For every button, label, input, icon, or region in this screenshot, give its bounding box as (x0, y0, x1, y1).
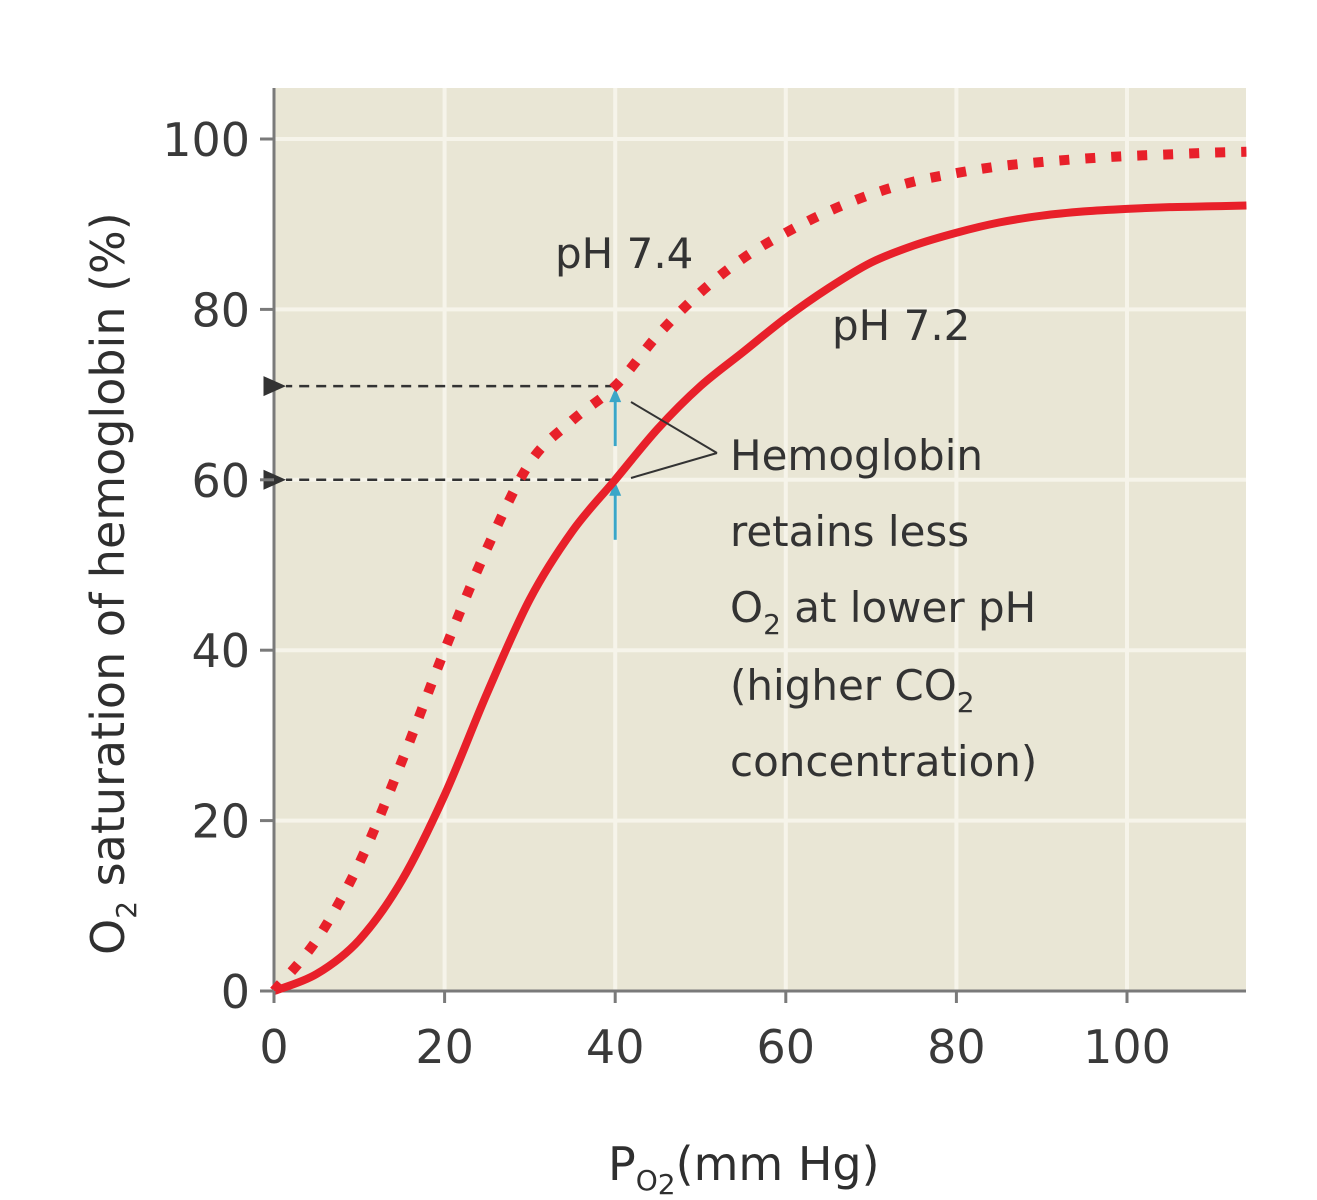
annotation-line-4: (higher CO2 (730, 661, 975, 719)
y-axis-title-sub: 2 (110, 901, 143, 919)
annotation-pointers (630, 401, 718, 479)
plot-background (274, 88, 1246, 991)
x-axis-title-sub2: 2 (658, 1168, 676, 1200)
x-tick-label-1: 20 (415, 1020, 474, 1074)
annotation-line-5: concentration) (730, 737, 1037, 786)
annotation-line-2: retains less (730, 507, 969, 556)
annotation-line-3-a: O (730, 583, 763, 632)
x-tick-label-4: 80 (927, 1020, 986, 1074)
y-tick-label-2: 40 (191, 624, 250, 678)
series-label-ph74: pH 7.4 (555, 229, 693, 278)
x-axis-title-main: P (608, 1137, 636, 1191)
y-tick-label-0: 0 (221, 965, 250, 1019)
pointer-lower (630, 452, 718, 479)
y-tick-label-3: 60 (191, 454, 250, 508)
shift-arrow-head-0 (609, 388, 622, 403)
tick-labels: 0 20 40 60 80 100 0 20 40 60 80 100 (162, 113, 1171, 1074)
reference-lines (263, 376, 622, 540)
y-tick-label-4: 80 (191, 283, 250, 337)
x-tick-label-0: 0 (259, 1020, 288, 1074)
x-tick-label-2: 40 (586, 1020, 645, 1074)
x-tick-label-3: 60 (757, 1020, 816, 1074)
annotation-line-1: Hemoglobin (730, 431, 983, 480)
annotation-line-3-b: at lower pH (781, 583, 1036, 632)
axes (272, 88, 1246, 993)
annotation-line-3: O2 at lower pH (730, 583, 1036, 641)
curves (270, 146, 1247, 995)
shift-arrow-head-1 (609, 481, 622, 496)
y-axis-title: O2 saturation of hemoglobin (%) (81, 212, 143, 955)
x-tick-label-5: 100 (1083, 1020, 1171, 1074)
series-label-ph72: pH 7.2 (832, 301, 970, 350)
x-axis-title-rest: (mm Hg) (676, 1137, 880, 1191)
pointer-upper (630, 401, 718, 454)
y-tick-label-1: 20 (191, 795, 250, 849)
annotation-line-4-a: (higher CO (730, 661, 957, 710)
x-axis-title-sub: O (636, 1164, 658, 1197)
series-line-ph72 (272, 201, 1247, 995)
annotation-line-4-sub: 2 (957, 686, 975, 719)
x-axis-title: PO2(mm Hg) (608, 1137, 880, 1200)
annotation-line-3-sub: 2 (763, 608, 781, 641)
y-axis-title-main: O (81, 919, 135, 955)
y-tick-label-5: 100 (162, 113, 250, 167)
y-axis-title-rest: saturation of hemoglobin (%) (81, 212, 135, 901)
